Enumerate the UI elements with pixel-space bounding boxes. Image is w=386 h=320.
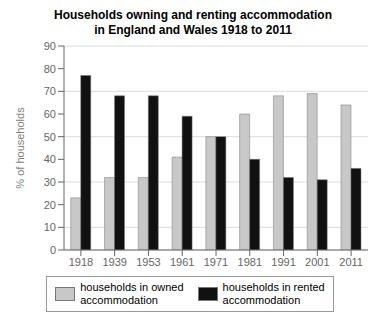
svg-text:40: 40 bbox=[44, 153, 56, 165]
svg-text:60: 60 bbox=[44, 108, 56, 120]
svg-text:80: 80 bbox=[44, 63, 56, 75]
svg-text:70: 70 bbox=[44, 85, 56, 97]
svg-text:50: 50 bbox=[44, 131, 56, 143]
svg-text:10: 10 bbox=[44, 221, 56, 233]
html-text:Households owning and renting: Households owning and renting accommodat… bbox=[54, 8, 332, 37]
svg-text:0: 0 bbox=[50, 244, 56, 256]
svg-text:20: 20 bbox=[44, 199, 56, 211]
svg-text:% of households: % of households bbox=[14, 107, 26, 189]
svg-text:2011: 2011 bbox=[339, 256, 363, 268]
svg-text:1971: 1971 bbox=[204, 256, 228, 268]
svg-text:1991: 1991 bbox=[271, 256, 295, 268]
svg-text:2001: 2001 bbox=[305, 256, 329, 268]
svg-text:1953: 1953 bbox=[136, 256, 160, 268]
html-text:households in rented accommoda: households in rented accommodation bbox=[222, 281, 325, 306]
html-text:households in owned accommodat: households in owned accommodation bbox=[80, 281, 184, 306]
svg-text:1981: 1981 bbox=[238, 256, 262, 268]
svg-text:90: 90 bbox=[44, 40, 56, 52]
svg-text:30: 30 bbox=[44, 176, 56, 188]
svg-text:1939: 1939 bbox=[102, 256, 126, 268]
svg-text:1918: 1918 bbox=[69, 256, 93, 268]
svg-text:1961: 1961 bbox=[170, 256, 194, 268]
